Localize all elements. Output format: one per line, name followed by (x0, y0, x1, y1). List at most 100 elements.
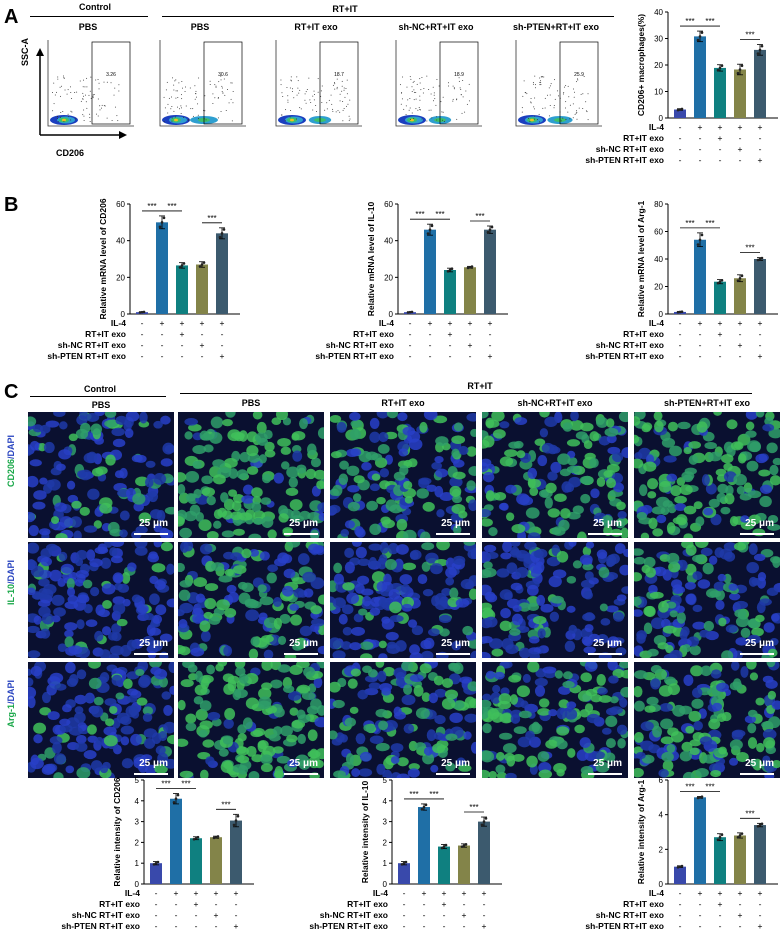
y-axis-label: Relative intensity of CD206 (112, 777, 122, 886)
condition-sign: - (161, 351, 164, 361)
y-tick-label: 3 (383, 818, 388, 827)
micrograph-r2-c1: 25 μm (178, 662, 324, 778)
condition-sign: + (488, 351, 493, 361)
y-tick-label: 0 (659, 114, 664, 123)
flow-title-1: PBS (190, 22, 210, 32)
scale-bar (740, 773, 774, 775)
data-point (220, 232, 224, 235)
condition-sign: - (215, 921, 218, 931)
condition-sign: - (423, 921, 426, 931)
scale-bar (588, 533, 622, 535)
condition-sign: + (180, 329, 185, 339)
condition-sign: - (235, 899, 238, 909)
data-point (718, 66, 722, 70)
micro-col-title-1: PBS (241, 398, 261, 408)
bar (484, 229, 496, 314)
condition-sign: - (195, 910, 198, 920)
condition-sign: - (443, 910, 446, 920)
condition-sign: - (719, 155, 722, 165)
data-point (676, 865, 680, 869)
condition-label: RT+IT exo (623, 899, 664, 909)
condition-sign: + (234, 921, 239, 931)
data-point (178, 266, 182, 269)
condition-sign: - (739, 921, 742, 931)
data-point (410, 310, 414, 314)
data-point (718, 280, 722, 283)
significance-label: *** (221, 800, 230, 809)
condition-sign: - (679, 899, 682, 909)
condition-sign: + (448, 329, 453, 339)
micrograph-r2-c2: 25 μm (330, 662, 476, 778)
condition-sign: - (469, 329, 472, 339)
micrograph-r0-c2: 25 μm (330, 412, 476, 538)
y-tick-label: 20 (116, 273, 125, 282)
scale-bar (284, 773, 318, 775)
scale-bar (134, 653, 168, 655)
condition-sign: - (679, 910, 682, 920)
micro-rtit-line (180, 393, 752, 394)
condition-sign: - (759, 133, 762, 143)
micrograph-r2-c0: 25 μm (28, 662, 174, 778)
bar (674, 866, 686, 884)
condition-label: sh-NC RT+IT exo (596, 340, 664, 350)
micro-col-title-0: PBS (91, 400, 111, 410)
data-point (480, 823, 484, 827)
scale-bar-label: 25 μm (593, 638, 622, 649)
condition-label: sh-NC RT+IT exo (58, 340, 126, 350)
chart-c2: 0 1 2 3 4 5 Relative intensity of IL-10 *** *** *… (309, 776, 502, 931)
y-tick-label: 60 (116, 200, 125, 209)
y-axis-label: Relative mRNA level of Arg-1 (636, 200, 646, 317)
condition-sign: - (739, 351, 742, 361)
condition-label: sh-PTEN RT+IT exo (315, 351, 394, 361)
condition-sign: - (489, 340, 492, 350)
condition-sign: - (679, 329, 682, 339)
condition-label: IL-4 (125, 888, 140, 898)
condition-sign: + (738, 910, 743, 920)
condition-sign: + (422, 888, 427, 898)
condition-label: RT+IT exo (99, 899, 140, 909)
flow-title-3: sh-NC+RT+IT exo (398, 22, 474, 32)
condition-sign: + (180, 318, 185, 328)
flow-cd206-label: CD206 (56, 148, 85, 158)
condition-sign: - (699, 910, 702, 920)
dapi-label: /DAPI (6, 435, 16, 460)
micro-rtit-header: RT+IT (467, 381, 493, 391)
condition-sign: - (429, 329, 432, 339)
scale-bar-label: 25 μm (593, 518, 622, 529)
condition-sign: + (698, 122, 703, 132)
data-point (426, 232, 430, 235)
flow-gate-value: 25.9 (574, 72, 584, 78)
data-point (152, 863, 156, 866)
condition-sign: - (759, 910, 762, 920)
condition-sign: + (174, 888, 179, 898)
significance-label: *** (147, 202, 156, 211)
condition-sign: + (718, 899, 723, 909)
data-point (718, 835, 722, 839)
flow-title-2: RT+IT exo (294, 22, 338, 32)
bar (418, 807, 430, 884)
data-point (406, 311, 410, 314)
significance-label: *** (705, 782, 714, 791)
condition-sign: - (181, 351, 184, 361)
condition-sign: + (718, 122, 723, 132)
bar (230, 820, 242, 884)
y-tick-label: 60 (654, 228, 663, 237)
stain-label: IL-10 (6, 584, 16, 606)
condition-sign: + (220, 351, 225, 361)
condition-sign: - (175, 921, 178, 931)
condition-sign: + (442, 888, 447, 898)
data-point (740, 274, 744, 278)
condition-sign: - (679, 351, 682, 361)
micrograph-r2-c4: 25 μm (634, 662, 780, 778)
data-point (678, 865, 682, 868)
y-tick-label: 40 (116, 237, 125, 246)
micrograph-r1-c2: 25 μm (330, 542, 476, 658)
bar (694, 797, 706, 884)
y-tick-label: 40 (654, 8, 663, 17)
condition-label: RT+IT exo (623, 329, 664, 339)
y-tick-label: 6 (659, 776, 664, 785)
y-tick-label: 80 (654, 200, 663, 209)
bar (734, 835, 746, 884)
data-point (700, 31, 704, 34)
condition-sign: - (759, 899, 762, 909)
